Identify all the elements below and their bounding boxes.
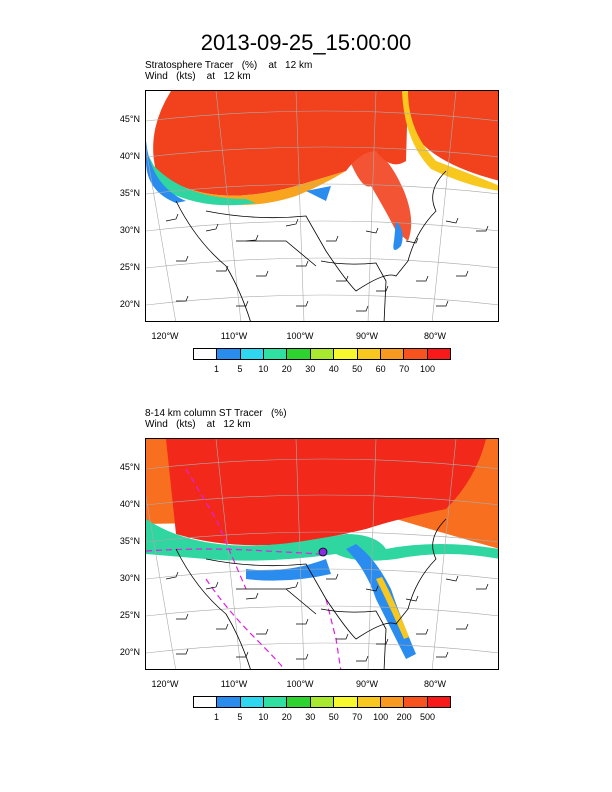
- colorbar-swatch: [287, 697, 311, 707]
- panel2-lat-label: 20°N: [119, 647, 140, 657]
- colorbar-label: 20: [281, 712, 292, 722]
- panel1-map: [145, 90, 499, 322]
- colorbar-label: 20: [281, 364, 292, 374]
- tracer-field-green: [146, 151, 256, 206]
- tracer-field-yellow-band: [376, 577, 409, 639]
- panel2-lat-label: 30°N: [119, 573, 140, 583]
- panel2-map: [145, 438, 499, 670]
- panel2-title-line1: 8-14 km column ST Tracer (%): [145, 408, 287, 419]
- colorbar-swatch: [427, 697, 450, 707]
- colorbar-swatch: [287, 349, 311, 359]
- colorbar-swatch: [334, 697, 358, 707]
- colorbar-swatch: [427, 349, 450, 359]
- colorbar-swatch: [240, 697, 265, 707]
- panel2-lon-label: 80°W: [423, 679, 447, 689]
- panel1-lat-label: 20°N: [119, 299, 140, 309]
- colorbar-swatch: [380, 349, 405, 359]
- panel2-colorbar: [193, 696, 451, 708]
- panel2-lat-label: 40°N: [119, 499, 140, 509]
- colorbar-swatch: [217, 697, 241, 707]
- colorbar-label: 1: [213, 712, 219, 722]
- panel2-map-graphic: [146, 439, 498, 669]
- colorbar-label: 1: [213, 364, 219, 374]
- tracer-field-east-band: [402, 91, 498, 191]
- tracer-field-blue-east: [306, 186, 403, 250]
- colorbar-swatch: [404, 349, 428, 359]
- panel1-lat-label: 35°N: [119, 188, 140, 198]
- colorbar-label: 500: [420, 712, 436, 722]
- colorbar-label: 10: [258, 364, 269, 374]
- page-title: 2013-09-25_15:00:00: [200, 30, 412, 55]
- colorbar-swatch: [194, 697, 218, 707]
- colorbar-swatch: [264, 697, 288, 707]
- graticule: [146, 91, 498, 321]
- panel2-title-line2: Wind (kts) at 12 km: [145, 419, 251, 430]
- colorbar-label: 100: [373, 712, 389, 722]
- panel1-lon-label: 80°W: [423, 331, 447, 341]
- colorbar-swatch: [357, 697, 381, 707]
- colorbar-swatch: [194, 349, 218, 359]
- coastlines: [175, 170, 447, 321]
- panel2-lon-label: 90°W: [355, 679, 379, 689]
- panel1-title-line1: Stratosphere Tracer (%) at 12 km: [145, 60, 313, 71]
- tracer-field-tongue: [346, 151, 412, 241]
- panel2-lat-label: 35°N: [119, 536, 140, 546]
- panel1-lon-label: 120°W: [151, 331, 179, 341]
- colorbar-label: 30: [305, 712, 316, 722]
- panel1-lon-label: 110°W: [220, 331, 248, 341]
- colorbar-swatch: [310, 697, 335, 707]
- colorbar-swatch: [404, 697, 428, 707]
- panel1-map-graphic: [146, 91, 498, 321]
- colorbar-swatch: [334, 349, 358, 359]
- colorbar-label: 5: [237, 364, 243, 374]
- colorbar-label: 70: [399, 364, 410, 374]
- tracer-field-high: [153, 91, 498, 196]
- colorbar-swatch: [264, 349, 288, 359]
- wind-barbs: [165, 213, 489, 312]
- panel1-lat-label: 30°N: [119, 225, 140, 235]
- colorbar-label: 70: [352, 712, 363, 722]
- panel1-lat-label: 45°N: [119, 114, 140, 124]
- colorbar-label: 40: [328, 364, 339, 374]
- panel2-lat-label: 25°N: [119, 610, 140, 620]
- tracer-field-blue: [146, 141, 186, 203]
- tracer-field-green: [146, 519, 498, 561]
- colorbar-label: 50: [352, 364, 363, 374]
- panel2-lat-label: 45°N: [119, 462, 140, 472]
- tracer-field-red: [166, 439, 486, 546]
- colorbar-label: 50: [328, 712, 339, 722]
- coastlines: [175, 518, 447, 669]
- colorbar-swatch: [310, 349, 335, 359]
- colorbar-swatch: [240, 349, 265, 359]
- panel1-colorbar: [193, 348, 451, 360]
- panel1-lat-label: 40°N: [119, 151, 140, 161]
- tracer-field-blue-bands: [246, 544, 416, 659]
- colorbar-label: 5: [237, 712, 243, 722]
- panel1-lon-label: 100°W: [286, 331, 314, 341]
- panel1-lon-label: 90°W: [355, 331, 379, 341]
- panel1-title-line2: Wind (kts) at 12 km: [145, 71, 251, 82]
- location-marker: [318, 547, 328, 557]
- wind-barbs: [165, 571, 489, 662]
- colorbar-label: 60: [375, 364, 386, 374]
- colorbar-swatch: [217, 349, 241, 359]
- colorbar-swatch: [357, 349, 381, 359]
- panel2-lon-label: 120°W: [151, 679, 179, 689]
- panel2-lon-label: 110°W: [220, 679, 248, 689]
- graticule: [146, 439, 498, 669]
- colorbar-label: 30: [305, 364, 316, 374]
- panel2-lon-label: 100°W: [286, 679, 314, 689]
- colorbar-swatch: [380, 697, 405, 707]
- panel1-lat-label: 25°N: [119, 262, 140, 272]
- colorbar-label: 200: [396, 712, 412, 722]
- colorbar-label: 10: [258, 712, 269, 722]
- colorbar-label: 100: [420, 364, 436, 374]
